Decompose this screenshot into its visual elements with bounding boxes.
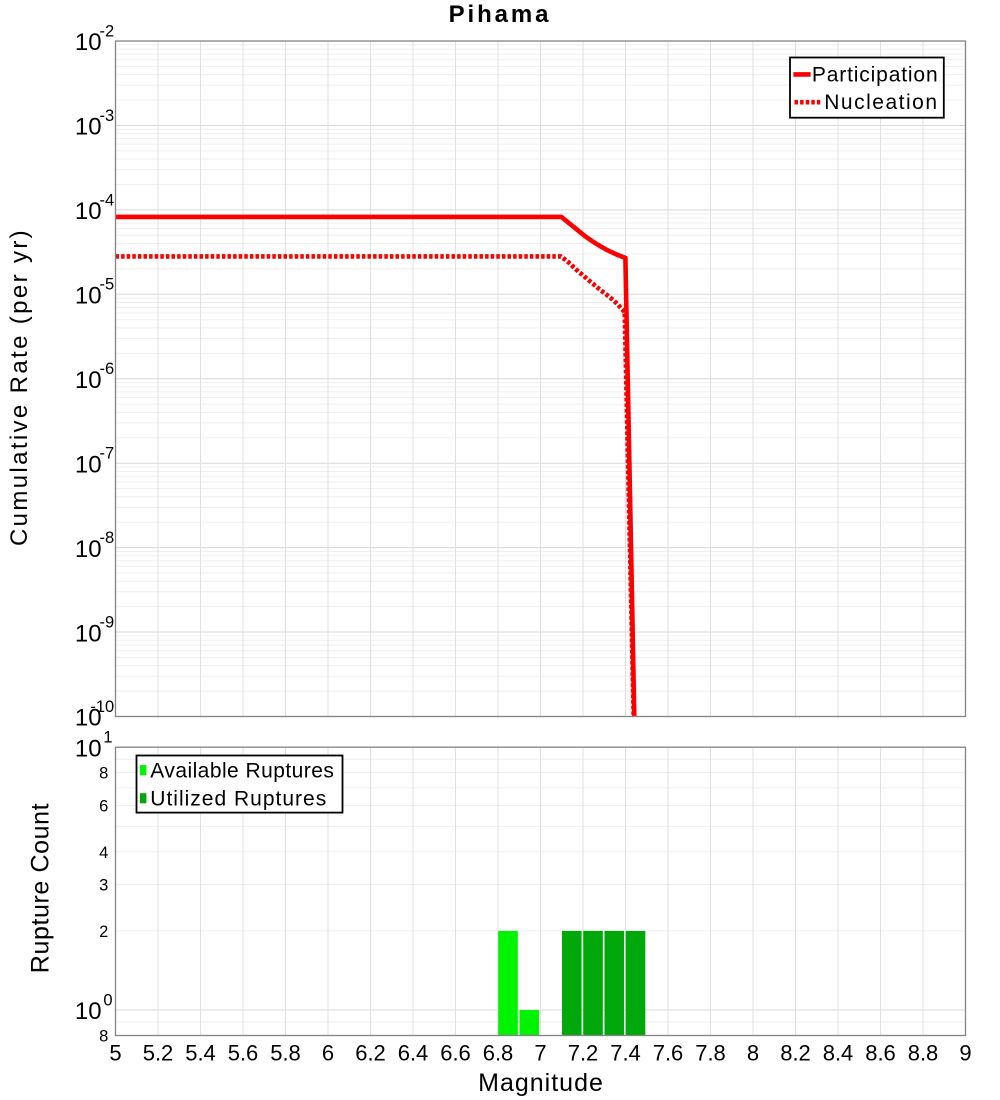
svg-text:10: 10 [75, 536, 102, 563]
svg-text:10: 10 [75, 451, 102, 478]
svg-text:8.6: 8.6 [865, 1041, 896, 1066]
svg-text:1: 1 [103, 729, 112, 747]
svg-text:Nucleation: Nucleation [824, 91, 938, 114]
svg-text:8: 8 [747, 1041, 759, 1066]
svg-text:10: 10 [75, 735, 102, 762]
svg-text:10: 10 [75, 198, 102, 225]
svg-text:8.4: 8.4 [823, 1041, 854, 1066]
svg-text:7.2: 7.2 [568, 1041, 599, 1066]
svg-text:5: 5 [109, 1041, 121, 1066]
svg-text:8: 8 [99, 1028, 108, 1046]
svg-text:7.8: 7.8 [695, 1041, 726, 1066]
svg-text:10: 10 [75, 705, 102, 732]
svg-text:-7: -7 [100, 445, 115, 463]
svg-text:10: 10 [75, 620, 102, 647]
svg-text:7: 7 [534, 1041, 546, 1066]
svg-text:8.2: 8.2 [780, 1041, 811, 1066]
svg-text:Cumulative Rate (per yr): Cumulative Rate (per yr) [6, 228, 33, 546]
svg-text:7.4: 7.4 [610, 1041, 641, 1066]
svg-text:9: 9 [959, 1041, 971, 1066]
svg-text:5.8: 5.8 [270, 1041, 301, 1066]
svg-text:-3: -3 [100, 107, 115, 125]
svg-text:6: 6 [99, 798, 108, 816]
svg-text:7.6: 7.6 [653, 1041, 684, 1066]
svg-text:-5: -5 [100, 276, 115, 294]
svg-text:4: 4 [99, 844, 108, 862]
svg-text:-9: -9 [100, 614, 115, 632]
svg-text:Rupture Count: Rupture Count [27, 803, 55, 973]
svg-text:-10: -10 [90, 698, 114, 716]
svg-text:-2: -2 [100, 22, 115, 40]
svg-text:Available Ruptures: Available Ruptures [150, 760, 334, 783]
svg-text:10: 10 [75, 283, 102, 310]
svg-text:6: 6 [322, 1041, 334, 1066]
svg-text:-6: -6 [100, 360, 115, 378]
svg-text:6.6: 6.6 [440, 1041, 471, 1066]
svg-text:5.6: 5.6 [228, 1041, 259, 1066]
svg-text:8.8: 8.8 [908, 1041, 939, 1066]
svg-text:2: 2 [99, 923, 108, 941]
svg-text:10: 10 [75, 29, 102, 56]
svg-text:10: 10 [75, 998, 102, 1025]
svg-text:5.4: 5.4 [185, 1041, 216, 1066]
svg-text:5.2: 5.2 [143, 1041, 174, 1066]
svg-text:3: 3 [99, 877, 108, 895]
svg-text:10: 10 [75, 367, 102, 394]
svg-text:Participation: Participation [812, 64, 939, 87]
svg-text:Pihama: Pihama [449, 1, 552, 28]
svg-text:6.2: 6.2 [355, 1041, 386, 1066]
svg-text:-4: -4 [100, 191, 115, 209]
svg-text:8: 8 [99, 765, 108, 783]
svg-text:-8: -8 [100, 529, 115, 547]
svg-text:6.4: 6.4 [398, 1041, 429, 1066]
svg-text:Utilized Ruptures: Utilized Ruptures [150, 788, 327, 811]
svg-text:Magnitude: Magnitude [478, 1069, 604, 1097]
svg-text:10: 10 [75, 114, 102, 141]
svg-text:6.8: 6.8 [483, 1041, 514, 1066]
svg-text:0: 0 [103, 991, 112, 1009]
